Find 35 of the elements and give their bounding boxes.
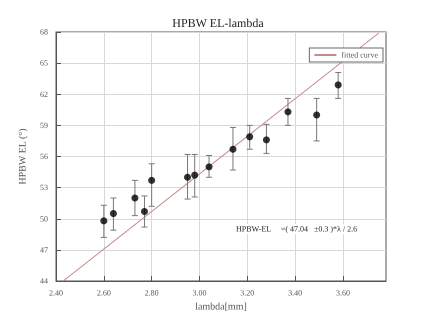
- point: [184, 174, 192, 181]
- legend-label: fitted curve: [341, 50, 378, 60]
- x-tick-label: 3.20: [240, 288, 254, 298]
- point: [262, 136, 270, 144]
- point: [148, 176, 156, 184]
- y-tick-label: 68: [40, 28, 48, 36]
- point: [284, 108, 292, 116]
- point: [131, 194, 138, 202]
- x-tick-label: 2.60: [96, 288, 111, 298]
- point: [229, 146, 236, 153]
- y-tick-label: 44: [40, 276, 48, 286]
- y-tick-label: 56: [40, 152, 48, 161]
- x-tick-label: 3.00: [192, 288, 206, 298]
- point: [110, 210, 117, 218]
- y-tick-label: 47: [40, 245, 48, 254]
- point: [246, 133, 254, 140]
- x-axis-title: lambda[mm]: [195, 301, 247, 312]
- point: [191, 172, 198, 179]
- point: [206, 163, 213, 170]
- y-tick-label: 62: [40, 90, 48, 99]
- annotation: HPBW-EL =( 47.04 ±0.3 )*λ / 2.6: [236, 224, 358, 234]
- chart-title: HPBW EL-lambda: [172, 16, 264, 30]
- y-tick-label: 59: [40, 120, 48, 130]
- y-tick-label: 65: [40, 58, 48, 68]
- x-tick-label: 3.40: [288, 288, 302, 298]
- x-tick-label: 2.80: [144, 288, 159, 298]
- y-axis-title: HPBW EL (°): [18, 128, 28, 185]
- point: [100, 217, 108, 224]
- x-tick-label: 2.40: [49, 288, 63, 298]
- point: [334, 81, 342, 88]
- y-tick-label: 53: [40, 183, 48, 192]
- point: [313, 112, 320, 118]
- y-tick-label: 50: [40, 214, 48, 224]
- point: [140, 208, 148, 215]
- x-tick-label: 3.60: [336, 288, 350, 298]
